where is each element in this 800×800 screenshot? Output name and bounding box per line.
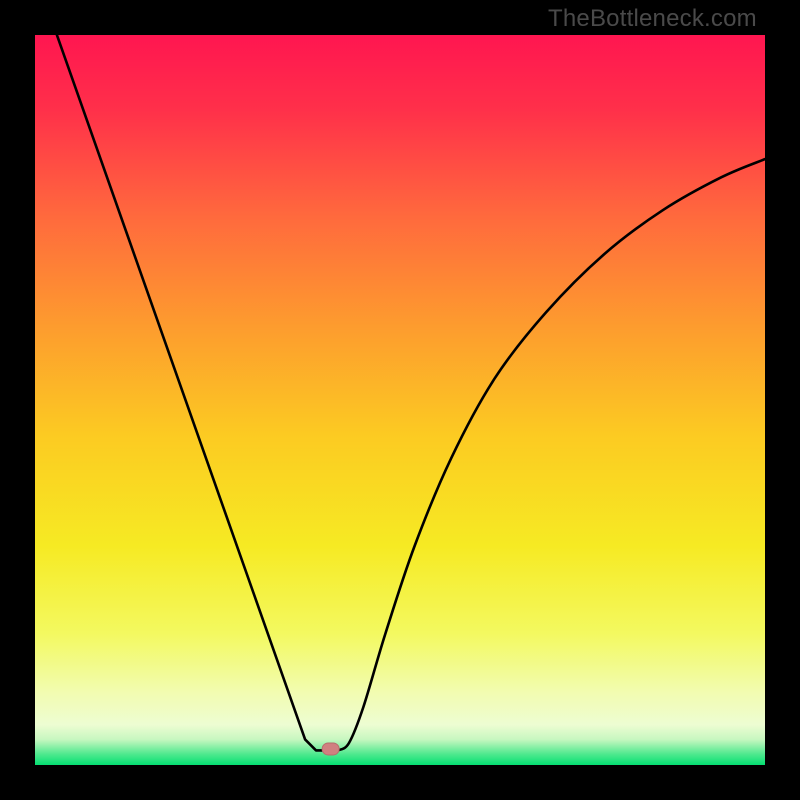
plot-area — [35, 35, 765, 765]
curve-right-branch — [338, 159, 765, 750]
bottleneck-curve — [35, 35, 765, 765]
curve-left-branch — [57, 35, 338, 750]
watermark-text: TheBottleneck.com — [548, 5, 757, 33]
optimum-marker — [322, 743, 339, 755]
